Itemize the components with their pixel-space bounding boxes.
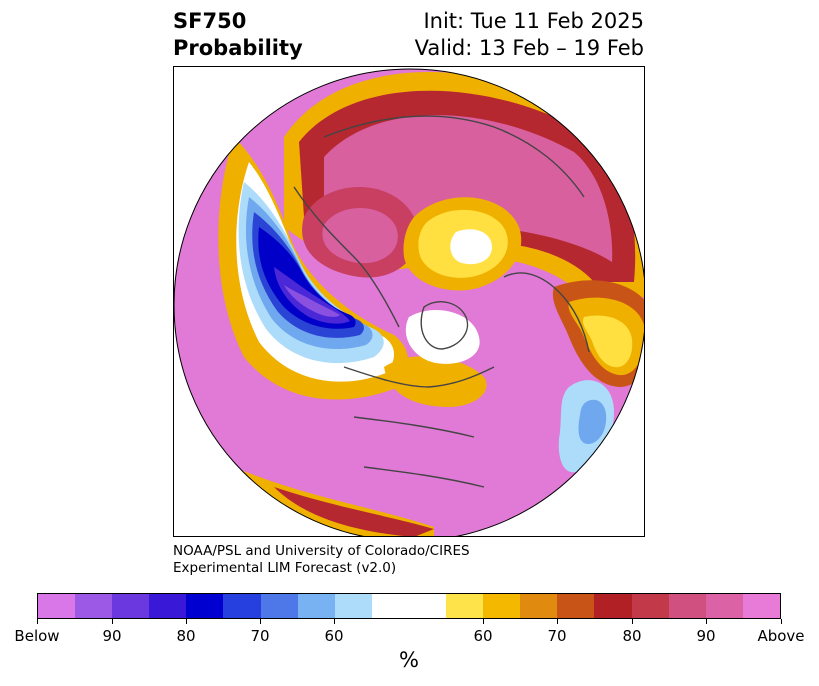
colorbar-tick-label: 70 xyxy=(547,627,567,645)
colorbar-swatch xyxy=(594,594,632,618)
colorbar-swatch xyxy=(705,594,743,618)
pacific-indigo xyxy=(274,267,350,324)
colorbar-tick-label: Above xyxy=(757,627,805,645)
greenland-coast xyxy=(420,301,469,350)
variable-title: SF750 xyxy=(173,9,247,33)
pacific-violet xyxy=(284,285,340,317)
init-date: Init: Tue 11 Feb 2025 xyxy=(423,9,644,33)
colorbar-tick-label: 80 xyxy=(622,627,642,645)
colorbar-swatch xyxy=(38,594,76,618)
alaska-coast xyxy=(293,186,400,328)
colorbar-tick-mark xyxy=(112,619,113,624)
usa-border xyxy=(353,416,485,488)
asia-coast xyxy=(323,115,585,198)
colorbar-swatch xyxy=(186,594,224,618)
canada-coast xyxy=(343,366,495,388)
colorbar-swatch xyxy=(371,594,447,618)
colorbar-tick-mark xyxy=(483,619,484,624)
colorbar-swatch xyxy=(446,594,484,618)
southern-red xyxy=(274,487,434,536)
colorbar-swatch xyxy=(334,594,372,618)
credit-block: NOAA/PSL and University of Colorado/CIRE… xyxy=(173,543,470,577)
credit-line-2: Experimental LIM Forecast (v2.0) xyxy=(173,560,397,576)
valid-range: Valid: 13 Feb – 19 Feb xyxy=(414,36,644,60)
n-america-amber xyxy=(384,356,487,407)
colorbar-tick-label: 70 xyxy=(250,627,270,645)
colorbar-swatch xyxy=(742,594,780,618)
colorbar-swatch xyxy=(520,594,558,618)
colorbar-swatch xyxy=(112,594,150,618)
colorbar-tick-mark xyxy=(37,619,38,624)
midatlantic-lightblue xyxy=(578,399,607,445)
colorbar-tick-mark xyxy=(632,619,633,624)
map-panel xyxy=(173,66,645,537)
arctic-neutral xyxy=(450,229,492,265)
map-disk xyxy=(174,69,644,536)
colorbar xyxy=(37,593,781,619)
colorbar-tick-mark xyxy=(781,619,782,624)
colorbar-swatch xyxy=(668,594,706,618)
pacific-blue xyxy=(252,212,364,338)
colorbar-unit: % xyxy=(399,648,419,672)
europe-coast xyxy=(503,272,590,353)
colorbar-swatch xyxy=(557,594,595,618)
colorbar-tick-mark xyxy=(334,619,335,624)
colorbar-swatch xyxy=(260,594,298,618)
colorbar-swatch xyxy=(483,594,521,618)
atlantic-yellow xyxy=(582,315,633,368)
colorbar-swatch xyxy=(75,594,113,618)
siberia-pink-blob xyxy=(322,207,398,264)
usa-magenta-core xyxy=(420,413,480,466)
title-block-left: SF750 Probability xyxy=(173,8,303,62)
pacific-navy xyxy=(258,227,356,329)
colorbar-tick-label: 60 xyxy=(473,627,493,645)
probability-map xyxy=(174,68,644,536)
map-boundary xyxy=(174,68,644,536)
colorbar-swatch xyxy=(149,594,187,618)
colorbar-swatch xyxy=(297,594,335,618)
colorbar-tick-label: 80 xyxy=(176,627,196,645)
colorbar-tick-mark xyxy=(557,619,558,624)
colorbar-tick-label: 90 xyxy=(102,627,122,645)
colorbar-tick-label: Below xyxy=(14,627,60,645)
credit-line-1: NOAA/PSL and University of Colorado/CIRE… xyxy=(173,543,470,559)
colorbar-tick-mark xyxy=(260,619,261,624)
colorbar-swatch xyxy=(223,594,261,618)
title-block-right: Init: Tue 11 Feb 2025 Valid: 13 Feb – 19… xyxy=(415,8,644,62)
colorbar-tick-label: 60 xyxy=(324,627,344,645)
colorbar-tick-mark xyxy=(706,619,707,624)
probability-title: Probability xyxy=(173,36,303,60)
colorbar-swatch xyxy=(631,594,669,618)
canada-neutral xyxy=(405,309,480,364)
coastlines xyxy=(293,115,590,488)
colorbar-tick-mark xyxy=(186,619,187,624)
colorbar-tick-label: 90 xyxy=(696,627,716,645)
